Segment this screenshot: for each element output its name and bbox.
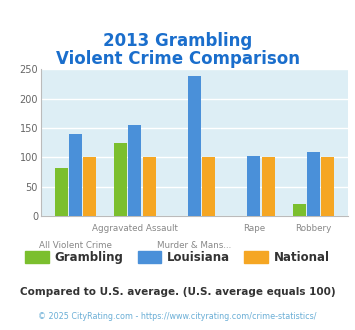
Bar [262,157,275,216]
Legend: Grambling, Louisiana, National: Grambling, Louisiana, National [20,246,335,269]
Bar [202,157,215,216]
Bar [55,168,67,216]
Bar [69,134,82,216]
Bar [128,125,141,216]
Bar [247,156,261,216]
Bar [83,157,96,216]
Text: Rape: Rape [243,224,265,233]
Text: Violent Crime Comparison: Violent Crime Comparison [55,50,300,68]
Text: All Violent Crime: All Violent Crime [39,241,112,250]
Bar [143,157,156,216]
Text: © 2025 CityRating.com - https://www.cityrating.com/crime-statistics/: © 2025 CityRating.com - https://www.city… [38,312,317,321]
Bar [114,143,127,216]
Bar [293,204,306,216]
Text: Murder & Mans...: Murder & Mans... [157,241,231,250]
Bar [321,157,334,216]
Text: Robbery: Robbery [295,224,332,233]
Bar [188,76,201,216]
Text: Compared to U.S. average. (U.S. average equals 100): Compared to U.S. average. (U.S. average … [20,287,335,297]
Text: 2013 Grambling: 2013 Grambling [103,32,252,50]
Bar [307,151,320,216]
Text: Aggravated Assault: Aggravated Assault [92,224,178,233]
